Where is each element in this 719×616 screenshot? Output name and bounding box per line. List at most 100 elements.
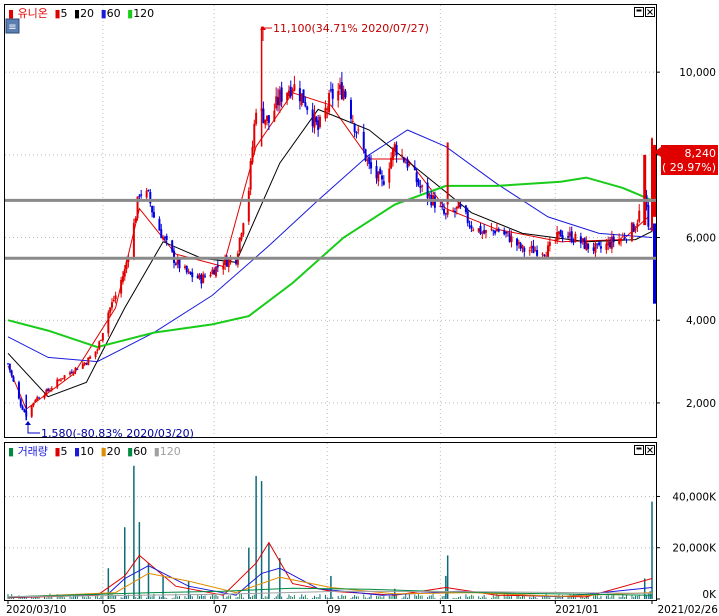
candle-body xyxy=(107,312,110,334)
candle-body xyxy=(125,261,128,270)
candle-body xyxy=(38,397,41,399)
candle-body xyxy=(377,171,380,182)
candle-body xyxy=(291,89,294,93)
volume-legend-ma10: 10 xyxy=(80,445,94,458)
candle-body xyxy=(364,149,367,161)
candle-body xyxy=(72,372,75,374)
legend-marker: ▮ xyxy=(8,7,14,20)
candle-body xyxy=(647,205,650,227)
legend-ma120-marker: ▮ xyxy=(127,7,133,20)
candle-body xyxy=(10,370,13,376)
candle-body xyxy=(556,232,559,241)
candle-body xyxy=(328,93,331,113)
volume-tick-label: 0K xyxy=(702,589,717,601)
candle-body xyxy=(618,238,621,244)
candle-body xyxy=(83,362,86,365)
candle-body xyxy=(609,241,612,248)
candle-body xyxy=(109,307,112,313)
candle-body xyxy=(337,91,340,101)
candle-body xyxy=(428,194,431,196)
price-tick-label: 6,000 xyxy=(686,233,716,245)
price-panel-window-buttons xyxy=(634,7,655,17)
price-tick-label: 10,000 xyxy=(679,67,716,79)
volume-legend-ma60-marker: ▮ xyxy=(127,445,133,458)
legend-ma20: 20 xyxy=(80,7,94,20)
candle-body xyxy=(357,129,360,131)
candle-body xyxy=(607,241,610,246)
volume-legend-ma120-marker: ▮ xyxy=(154,445,160,458)
candle-body xyxy=(50,388,53,390)
candle-body xyxy=(490,228,493,230)
candle-body xyxy=(636,223,639,227)
candle-body xyxy=(503,230,506,235)
candle-body xyxy=(572,241,575,243)
candle-body xyxy=(209,274,212,277)
candle-body xyxy=(196,275,199,279)
candle-body xyxy=(417,179,420,186)
candle-body xyxy=(85,363,88,365)
candle-body xyxy=(315,117,318,123)
candle-body xyxy=(110,302,113,308)
high-annotation: 11,100(34.71% 2020/07/27) xyxy=(260,22,429,41)
price-panel-maximize-button[interactable] xyxy=(634,7,644,17)
x-tick-label: 09 xyxy=(327,604,340,616)
volume-panel-frame xyxy=(4,442,657,601)
volume-panel-maximize-button[interactable] xyxy=(634,445,644,455)
candle-body xyxy=(419,185,422,188)
volume-tick-label: 40,000K xyxy=(672,491,717,503)
candle-body xyxy=(557,231,560,235)
low-annotation-arrow xyxy=(27,422,40,434)
volume-panel-close-icon xyxy=(647,447,653,453)
volume-legend-name: 거래량 xyxy=(18,445,48,458)
candle-body xyxy=(483,230,486,234)
candle-body xyxy=(638,210,641,222)
candle-body xyxy=(536,250,539,256)
candle-body xyxy=(481,232,484,234)
candle-body xyxy=(7,363,9,365)
candle-body xyxy=(351,121,354,123)
candle-body xyxy=(393,143,396,152)
legend-ma5-marker: ▮ xyxy=(54,7,60,20)
candle-body xyxy=(612,236,615,243)
candle-body xyxy=(521,245,524,249)
candle-body xyxy=(287,90,290,97)
candle-body xyxy=(532,245,535,254)
candle-body xyxy=(466,211,469,224)
candle-body xyxy=(324,107,327,119)
candle-body xyxy=(344,91,347,98)
last-candle-down xyxy=(653,223,656,304)
candle-body xyxy=(340,82,343,99)
price-panel-frame xyxy=(4,4,657,438)
candle-body xyxy=(189,271,192,275)
candle-body xyxy=(12,376,15,382)
spike-candle xyxy=(643,154,647,226)
legend-ma60: 60 xyxy=(107,7,121,20)
candle-body xyxy=(174,263,177,265)
candle-body xyxy=(298,88,301,102)
legend-stock-name: 유니온 xyxy=(18,7,48,20)
low-annotation-text: 1,580(-80.83% 2020/03/20) xyxy=(41,427,194,440)
candle-body xyxy=(649,228,652,230)
candle-body xyxy=(439,206,442,208)
candle-body xyxy=(123,268,126,277)
candle-body xyxy=(406,159,409,168)
candle-body xyxy=(152,212,155,218)
candle-body xyxy=(464,205,467,213)
volume-ma20-line xyxy=(7,572,653,598)
candle-body xyxy=(89,356,92,359)
x-tick-label: 05 xyxy=(103,604,116,616)
high-annotation-arrowhead xyxy=(260,26,266,30)
candle-body xyxy=(36,397,39,401)
volume-legend-ma20-marker: ▮ xyxy=(101,445,107,458)
candle-body xyxy=(594,243,597,253)
candle-body xyxy=(30,405,33,417)
candle-body xyxy=(349,99,352,119)
volume-legend-ma60: 60 xyxy=(133,445,147,458)
candle-body xyxy=(289,86,292,97)
candle-body xyxy=(94,351,97,357)
candle-body xyxy=(300,93,303,105)
candle-body xyxy=(178,259,181,269)
legend-toggle-icon[interactable] xyxy=(5,18,20,34)
candle-body xyxy=(249,161,252,190)
